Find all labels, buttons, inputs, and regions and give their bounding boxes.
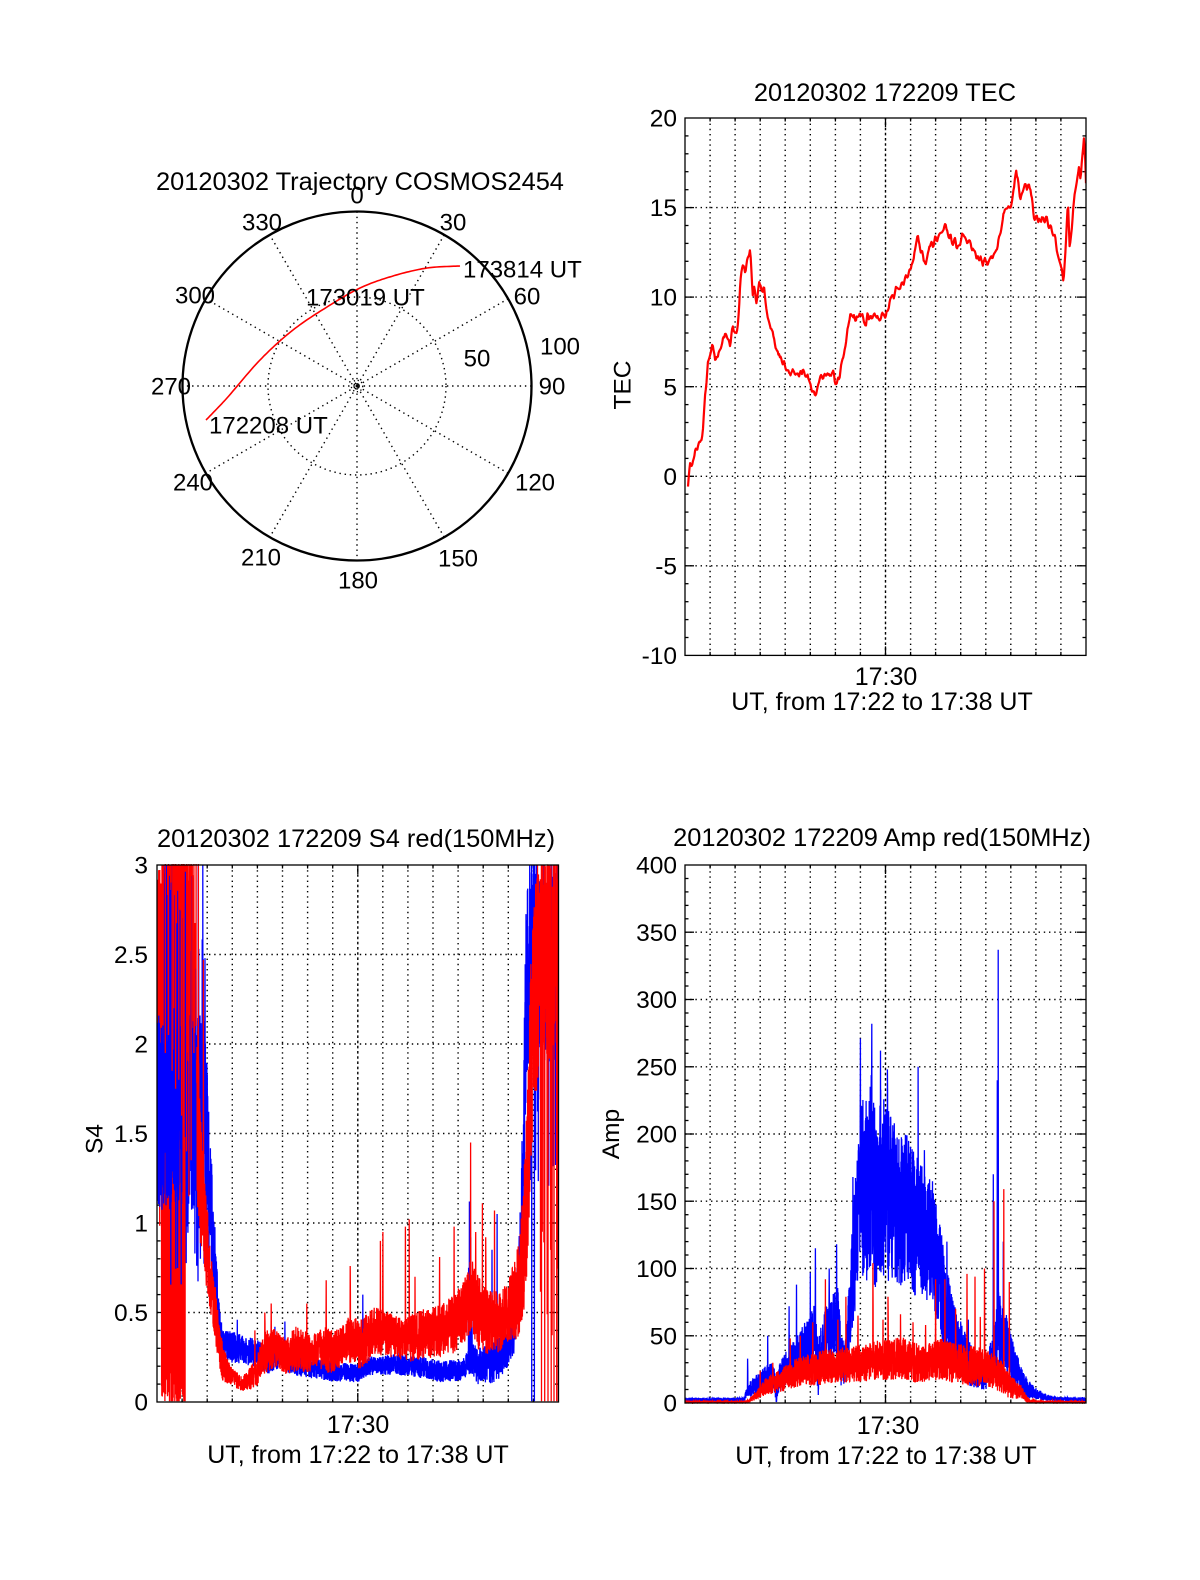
- svg-text:172208 UT: 172208 UT: [209, 413, 328, 440]
- svg-text:20120302 172209 Amp red(150MHz: 20120302 172209 Amp red(150MHz): [673, 824, 1091, 852]
- svg-text:0: 0: [134, 1390, 148, 1417]
- svg-text:180: 180: [338, 568, 378, 595]
- svg-text:17:30: 17:30: [327, 1411, 390, 1439]
- svg-text:20120302 172209 TEC: 20120302 172209 TEC: [754, 79, 1016, 107]
- svg-text:120: 120: [515, 470, 555, 497]
- svg-text:-10: -10: [642, 643, 677, 670]
- svg-text:Amp: Amp: [598, 1109, 625, 1159]
- svg-text:UT, from 17:22 to 17:38 UT: UT, from 17:22 to 17:38 UT: [731, 688, 1033, 716]
- svg-text:UT, from 17:22 to 17:38 UT: UT, from 17:22 to 17:38 UT: [207, 1441, 509, 1469]
- svg-text:-5: -5: [655, 553, 677, 580]
- svg-text:250: 250: [636, 1054, 677, 1081]
- svg-text:100: 100: [636, 1256, 677, 1283]
- svg-text:1.5: 1.5: [114, 1121, 148, 1148]
- svg-text:150: 150: [636, 1189, 677, 1216]
- svg-text:30: 30: [440, 210, 467, 237]
- svg-text:10: 10: [650, 285, 677, 312]
- svg-text:S4: S4: [82, 1124, 109, 1154]
- svg-text:2.5: 2.5: [114, 942, 148, 969]
- svg-text:50: 50: [464, 346, 491, 373]
- svg-text:50: 50: [650, 1323, 677, 1350]
- svg-text:0.5: 0.5: [114, 1300, 148, 1327]
- svg-text:20120302 172209 S4 red(150MHz): 20120302 172209 S4 red(150MHz): [157, 825, 555, 853]
- svg-text:200: 200: [636, 1122, 677, 1149]
- svg-text:150: 150: [438, 546, 478, 573]
- svg-text:240: 240: [173, 470, 213, 497]
- svg-text:2: 2: [134, 1032, 148, 1059]
- svg-text:0: 0: [663, 464, 677, 491]
- svg-text:330: 330: [242, 210, 282, 237]
- svg-text:17:30: 17:30: [857, 1412, 920, 1440]
- svg-text:15: 15: [650, 195, 677, 222]
- svg-text:UT, from 17:22 to 17:38 UT: UT, from 17:22 to 17:38 UT: [735, 1442, 1037, 1470]
- svg-text:17:30: 17:30: [855, 663, 918, 691]
- svg-text:300: 300: [175, 283, 215, 310]
- svg-text:173019 UT: 173019 UT: [306, 285, 425, 312]
- svg-text:400: 400: [636, 853, 677, 880]
- svg-text:270: 270: [151, 374, 191, 401]
- svg-text:90: 90: [539, 374, 566, 401]
- svg-text:173814 UT: 173814 UT: [463, 257, 582, 284]
- svg-text:210: 210: [241, 545, 281, 572]
- svg-text:3: 3: [134, 853, 148, 880]
- svg-text:0: 0: [350, 183, 363, 210]
- svg-text:60: 60: [514, 284, 541, 311]
- svg-text:20: 20: [650, 106, 677, 133]
- svg-text:5: 5: [663, 374, 677, 401]
- svg-text:300: 300: [636, 987, 677, 1014]
- svg-text:1: 1: [134, 1211, 148, 1238]
- svg-text:TEC: TEC: [610, 361, 637, 410]
- svg-text:100: 100: [540, 334, 580, 361]
- svg-text:20120302 Trajectory COSMOS2454: 20120302 Trajectory COSMOS2454: [156, 168, 564, 196]
- svg-text:0: 0: [663, 1391, 677, 1418]
- svg-text:350: 350: [636, 920, 677, 947]
